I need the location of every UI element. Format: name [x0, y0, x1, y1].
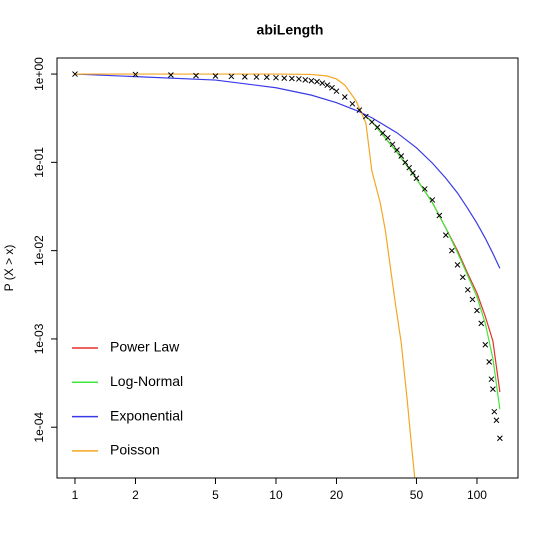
data-point — [273, 74, 279, 81]
data-point — [469, 296, 476, 303]
data-point — [72, 71, 78, 77]
data-point — [319, 80, 326, 86]
data-point — [289, 75, 295, 82]
legend-label: Exponential — [110, 407, 183, 423]
data-point — [349, 100, 356, 107]
data-point — [296, 76, 302, 82]
data-point — [193, 72, 199, 79]
data-point — [474, 307, 480, 314]
data-point — [379, 130, 386, 136]
legend-label: Log-Normal — [110, 373, 183, 389]
y-axis-label: P (X > x) — [2, 245, 16, 292]
data-point — [488, 376, 495, 383]
data-point — [369, 119, 375, 125]
y-tick-label: 1e-01 — [32, 147, 46, 178]
data-point — [449, 247, 455, 254]
data-point — [356, 107, 363, 114]
x-tick-label: 2 — [132, 488, 139, 502]
series-line — [74, 73, 501, 269]
data-point — [281, 75, 288, 81]
plot-frame — [56, 57, 519, 479]
y-tick-label: 1e-03 — [32, 323, 46, 354]
data-point — [362, 113, 369, 120]
data-point — [413, 175, 420, 182]
data-point — [491, 408, 498, 415]
data-point — [406, 164, 413, 171]
data-point — [478, 320, 485, 327]
data-point — [410, 170, 416, 176]
data-point — [394, 147, 400, 153]
data-point — [384, 134, 391, 141]
plot-area — [72, 71, 503, 478]
data-point — [429, 197, 436, 203]
data-point — [398, 153, 405, 159]
x-tick-label: 50 — [410, 488, 424, 502]
data-point — [402, 159, 409, 166]
data-point — [464, 286, 471, 293]
data-point — [490, 386, 496, 392]
x-tick-label: 20 — [330, 488, 344, 502]
x-tick-label: 1 — [72, 488, 79, 502]
data-point — [333, 88, 340, 95]
data-point — [314, 78, 320, 85]
x-tick-label: 100 — [467, 488, 487, 502]
data-point — [421, 186, 428, 192]
data-point — [341, 94, 348, 100]
data-point — [168, 72, 174, 78]
chart-title: abiLength — [257, 22, 324, 38]
y-tick-label: 1e-02 — [32, 235, 46, 266]
x-tick-label: 10 — [269, 488, 283, 502]
series-line — [365, 116, 501, 410]
legend-label: Power Law — [110, 339, 180, 355]
series-line — [365, 116, 501, 393]
data-point — [132, 71, 139, 78]
data-point — [436, 212, 443, 219]
data-point — [459, 274, 466, 281]
data-point — [374, 124, 381, 131]
data-point — [228, 73, 235, 80]
data-point — [253, 74, 260, 80]
data-point — [482, 341, 489, 348]
data-point — [389, 141, 396, 148]
data-point — [486, 359, 493, 365]
data-point — [454, 262, 461, 268]
series-line — [74, 73, 416, 478]
data-point — [241, 73, 248, 80]
data-point — [442, 232, 449, 238]
data-point — [497, 435, 503, 442]
y-tick-label: 1e-04 — [32, 412, 46, 443]
data-point — [493, 417, 500, 424]
data-point — [263, 74, 270, 81]
data-point — [329, 84, 335, 91]
legend-label: Poisson — [110, 442, 160, 458]
data-point — [324, 82, 331, 88]
x-tick-label: 5 — [212, 488, 219, 502]
data-point — [302, 76, 309, 83]
data-point — [212, 73, 219, 79]
y-tick-label: 1e+00 — [32, 57, 46, 91]
data-point — [308, 77, 315, 84]
